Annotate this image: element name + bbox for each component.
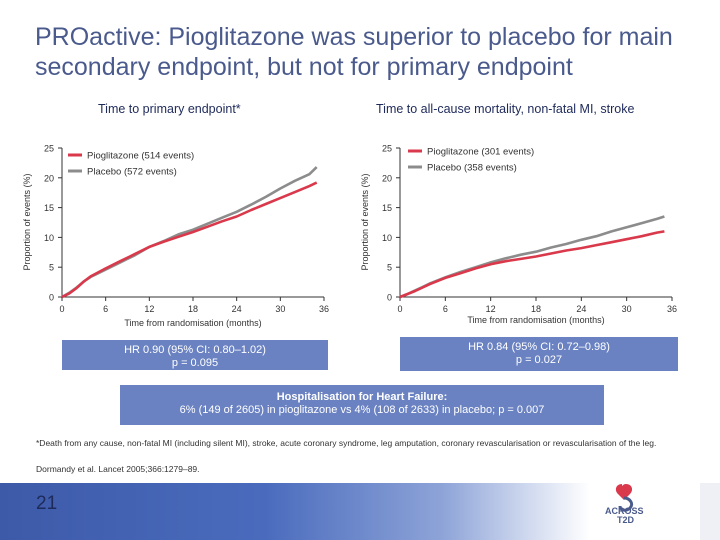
legend-label-1-1: Placebo (358 events) (427, 163, 517, 174)
x-tick-label-1: 36 (667, 304, 677, 314)
y-tick-label-1: 15 (382, 203, 392, 213)
logo-wordmark: ACROSS T2D (605, 507, 644, 525)
x-tick-label-1: 24 (576, 304, 586, 314)
slide-title: PROactive: Pioglitazone was superior to … (35, 23, 673, 81)
y-axis-label-1: Proportion of events (%) (360, 173, 370, 270)
hr-secondary-line1: HR 0.84 (95% CI: 0.72–0.98) (468, 341, 610, 353)
x-tick-label-0: 24 (232, 304, 242, 314)
hr-box-primary: HR 0.90 (95% CI: 0.80–1.02) p = 0.095 (62, 340, 328, 370)
x-tick-label-1: 12 (486, 304, 496, 314)
reference: Dormandy et al. Lancet 2005;366:1279–89. (36, 464, 200, 474)
left-chart-title: Time to primary endpoint* (98, 102, 241, 116)
y-tick-label-1: 20 (382, 173, 392, 183)
y-tick-label-1: 10 (382, 233, 392, 243)
x-tick-label-0: 36 (319, 304, 329, 314)
x-tick-label-0: 6 (103, 304, 108, 314)
y-tick-label-0: 20 (44, 173, 54, 183)
heart-failure-box: Hospitalisation for Heart Failure: 6% (1… (120, 385, 604, 425)
y-axis-label-0: Proportion of events (%) (22, 173, 32, 270)
y-tick-label-1: 25 (382, 144, 392, 154)
hr-primary-line1: HR 0.90 (95% CI: 0.80–1.02) (124, 344, 266, 356)
right-chart-title: Time to all-cause mortality, non-fatal M… (376, 102, 635, 116)
x-tick-label-0: 30 (275, 304, 285, 314)
logo-line1: ACROSS (605, 506, 644, 516)
y-tick-label-0: 10 (44, 233, 54, 243)
x-tick-label-1: 18 (531, 304, 541, 314)
page-number-band (0, 483, 590, 540)
logo-line2: T2D (617, 515, 635, 525)
page-number: 21 (36, 493, 58, 514)
y-tick-label-0: 15 (44, 203, 54, 213)
legend-label-0-1: Placebo (572 events) (87, 167, 177, 178)
across-t2d-logo-icon (615, 484, 634, 512)
hr-box-secondary: HR 0.84 (95% CI: 0.72–0.98) p = 0.027 (400, 337, 678, 371)
heart-failure-text: 6% (149 of 2605) in pioglitazone vs 4% (… (179, 404, 545, 416)
y-tick-label-1: 0 (387, 293, 392, 303)
x-axis-label-1: Time from randomisation (months) (467, 315, 604, 325)
y-tick-label-1: 5 (387, 263, 392, 273)
footnote: *Death from any cause, non-fatal MI (inc… (36, 438, 657, 448)
x-tick-label-0: 18 (188, 304, 198, 314)
y-tick-label-0: 5 (49, 263, 54, 273)
corner-stripe (700, 483, 720, 540)
heart-failure-heading: Hospitalisation for Heart Failure: (276, 391, 448, 403)
legend-label-0-0: Pioglitazone (514 events) (87, 151, 194, 162)
series-line-pioglitazone-1 (399, 230, 665, 299)
legend-label-1-0: Pioglitazone (301 events) (427, 147, 534, 158)
series-line-pioglitazone-0 (61, 181, 318, 299)
x-tick-label-0: 12 (144, 304, 154, 314)
x-tick-label-0: 0 (59, 304, 64, 314)
x-tick-label-1: 30 (622, 304, 632, 314)
x-tick-label-1: 0 (397, 304, 402, 314)
x-tick-label-1: 6 (443, 304, 448, 314)
y-tick-label-0: 0 (49, 293, 54, 303)
hr-secondary-line2: p = 0.027 (515, 354, 563, 366)
hr-primary-line2: p = 0.095 (171, 357, 219, 369)
x-axis-label-0: Time from randomisation (months) (124, 318, 261, 328)
y-tick-label-0: 25 (44, 144, 54, 154)
